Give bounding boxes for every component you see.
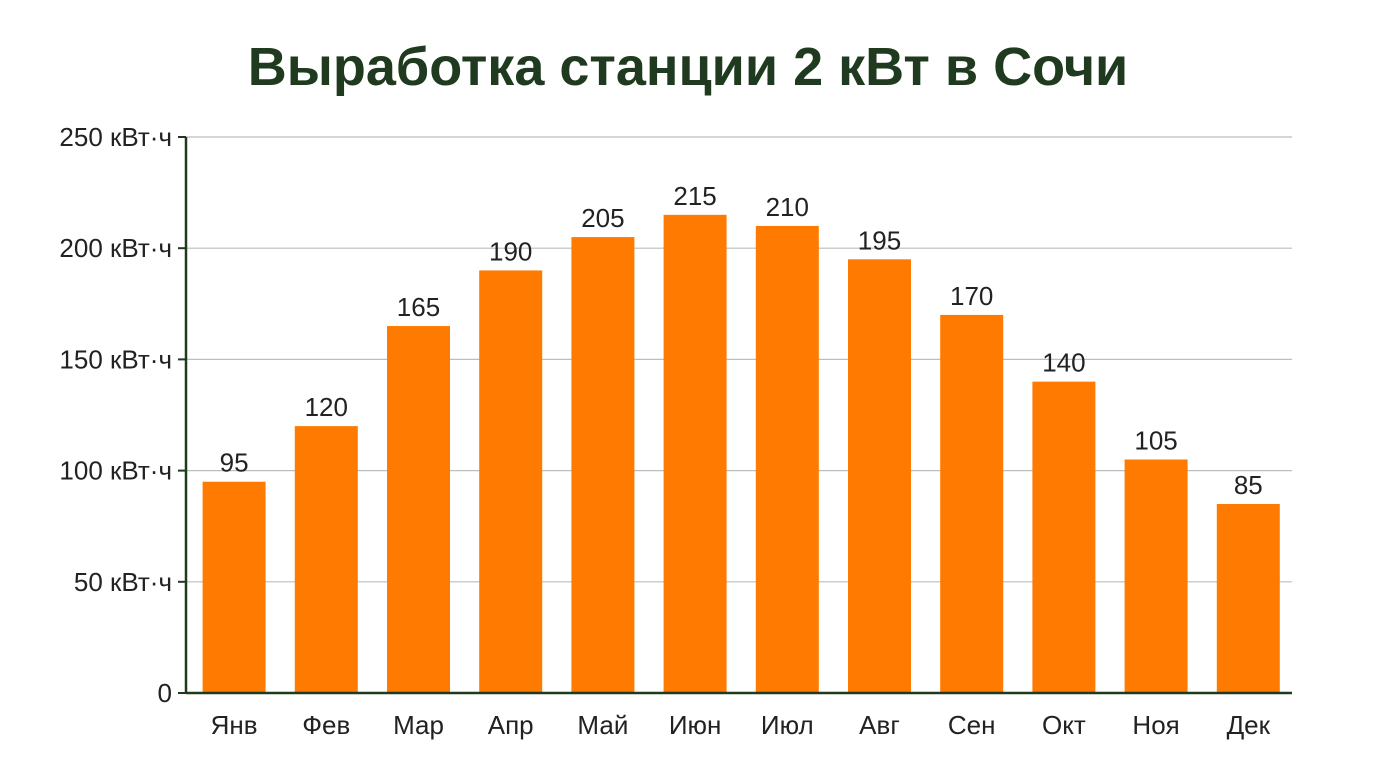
- bar: [571, 237, 635, 693]
- bar-value-label: 120: [305, 392, 348, 422]
- bar: [1216, 503, 1280, 693]
- bar: [294, 426, 358, 693]
- x-tick-label: Апр: [488, 710, 534, 740]
- chart-title: Выработка станции 2 кВт в Сочи: [247, 37, 1129, 97]
- bar: [479, 270, 543, 693]
- x-tick-label: Май: [577, 710, 628, 740]
- bar: [1032, 381, 1096, 693]
- bar-value-label: 105: [1134, 425, 1177, 455]
- x-tick-label: Ноя: [1132, 710, 1179, 740]
- x-tick-label: Сен: [948, 710, 996, 740]
- bar: [755, 225, 819, 693]
- x-tick-label: Мар: [393, 710, 444, 740]
- bar-value-label: 85: [1234, 470, 1263, 500]
- x-tick-label: Июл: [761, 710, 814, 740]
- y-tick-label: 0: [158, 678, 172, 708]
- gridlines: [186, 136, 1292, 583]
- bar: [387, 326, 450, 693]
- bar-value-label: 95: [220, 448, 249, 478]
- bar-value-label: 195: [858, 225, 901, 255]
- axes: [178, 136, 1292, 695]
- y-tick-label: 200 кВт·ч: [59, 233, 172, 263]
- y-tick-label: 150 кВт·ч: [59, 344, 172, 374]
- bar-value-label: 215: [673, 181, 716, 211]
- bar-value-label: 205: [581, 203, 624, 233]
- bar-value-label: 190: [489, 236, 532, 266]
- x-tick-label: Дек: [1227, 710, 1271, 740]
- x-tick-label: Окт: [1042, 710, 1086, 740]
- bar-value-label: 170: [950, 281, 993, 311]
- bar: [202, 481, 266, 693]
- bar-value-label: 165: [397, 292, 440, 322]
- x-tick-label: Авг: [859, 710, 900, 740]
- bar: [663, 214, 727, 693]
- bars: [202, 214, 1280, 693]
- labels: 0 50 кВт·ч 100 кВт·ч 150 кВт·ч 200 кВт·ч 250 …: [59, 122, 1270, 740]
- bar: [940, 314, 1004, 693]
- bar-value-label: 140: [1042, 348, 1085, 378]
- y-tick-label: 100 кВт·ч: [59, 456, 172, 486]
- bar: [1124, 459, 1188, 693]
- bar-value-label: 210: [766, 192, 809, 222]
- y-tick-label: 250 кВт·ч: [59, 122, 172, 152]
- x-tick-label: Янв: [211, 710, 258, 740]
- x-tick-label: Фев: [302, 710, 350, 740]
- bar: [848, 259, 911, 693]
- x-tick-label: Июн: [669, 710, 722, 740]
- y-tick-label: 50 кВт·ч: [74, 567, 172, 597]
